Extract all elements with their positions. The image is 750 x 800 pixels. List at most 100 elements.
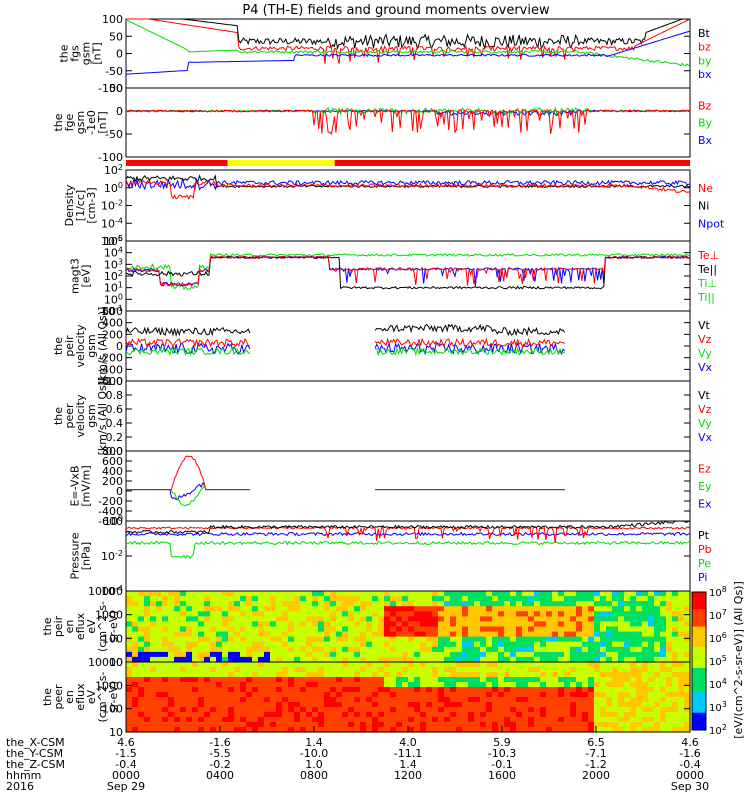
heatmap-cell xyxy=(522,656,529,663)
heatmap-cell xyxy=(312,667,319,673)
colorbar-cell xyxy=(692,716,706,721)
heatmap-cell xyxy=(534,636,541,643)
heatmap-cell xyxy=(462,621,469,628)
heatmap-cell xyxy=(612,621,619,628)
heatmap-cell xyxy=(450,717,457,723)
heatmap-cell xyxy=(186,606,193,612)
heatmap-cell xyxy=(174,631,181,638)
heatmap-cell xyxy=(318,722,325,728)
heatmap-cell xyxy=(528,611,535,617)
heatmap-cell xyxy=(558,722,565,728)
heatmap-cell xyxy=(150,606,157,612)
heatmap-cell xyxy=(336,601,343,607)
heatmap-cell xyxy=(534,611,541,617)
heatmap-cell xyxy=(504,677,511,683)
heatmap-cell xyxy=(504,682,511,688)
y-tick-label: 200 xyxy=(102,475,123,488)
heatmap-cell xyxy=(648,636,655,643)
heatmap-cell xyxy=(360,641,367,648)
heatmap-cell xyxy=(684,656,691,663)
heatmap-cell xyxy=(348,641,355,648)
heatmap-cell xyxy=(180,646,187,653)
heatmap-cell xyxy=(210,606,217,612)
heatmap-cell xyxy=(174,672,181,678)
heatmap-cell xyxy=(504,626,511,633)
heatmap-cell xyxy=(348,636,355,643)
heatmap-cell xyxy=(216,672,223,678)
heatmap-cell xyxy=(552,692,559,698)
heatmap-cell xyxy=(684,672,691,678)
heatmap-cell xyxy=(360,682,367,688)
heatmap-cell xyxy=(648,601,655,607)
colorbar-cell xyxy=(692,650,706,655)
heatmap-cell xyxy=(336,702,343,708)
heatmap-cell xyxy=(492,717,499,723)
heatmap-cell xyxy=(390,712,397,718)
heatmap-cell xyxy=(456,682,463,688)
heatmap-cell xyxy=(258,702,265,708)
heatmap-cell xyxy=(654,621,661,628)
heatmap-cell xyxy=(438,707,445,713)
heatmap-cell xyxy=(156,646,163,653)
series-density-1 xyxy=(125,177,691,191)
heatmap-cell xyxy=(138,621,145,628)
heatmap-cell xyxy=(528,662,535,668)
heatmap-cell xyxy=(246,687,253,693)
heatmap-cell xyxy=(678,631,685,638)
heatmap-cell xyxy=(540,702,547,708)
heatmap-cell xyxy=(144,646,151,653)
heatmap-cell xyxy=(288,601,295,607)
heatmap-cell xyxy=(258,626,265,633)
heatmap-cell xyxy=(156,651,163,658)
y-tick-label: 100 xyxy=(104,292,123,306)
heatmap-cell xyxy=(342,717,349,723)
heatmap-cell xyxy=(642,692,649,698)
heatmap-cell xyxy=(132,672,139,678)
heatmap-cell xyxy=(636,611,643,617)
heatmap-cell xyxy=(132,646,139,653)
heatmap-cell xyxy=(618,672,625,678)
colorbar-cell xyxy=(692,726,706,731)
heatmap-cell xyxy=(156,611,163,617)
heatmap-cell xyxy=(240,641,247,648)
heatmap-cell xyxy=(246,722,253,728)
heatmap-cell xyxy=(588,702,595,708)
heatmap-cell xyxy=(540,677,547,683)
heatmap-cell xyxy=(378,682,385,688)
heatmap-cell xyxy=(576,631,583,638)
heatmap-cell xyxy=(342,692,349,698)
heatmap-cell xyxy=(234,697,241,703)
heatmap-cell xyxy=(624,626,631,633)
heatmap-cell xyxy=(156,707,163,713)
heatmap-cell xyxy=(384,646,391,653)
heatmap-cell xyxy=(636,667,643,673)
heatmap-cell xyxy=(318,626,325,633)
heatmap-cell xyxy=(492,722,499,728)
colorbar-cell xyxy=(692,705,706,710)
heatmap-cell xyxy=(246,601,253,607)
heatmap-cell xyxy=(168,611,175,617)
heatmap-cell xyxy=(276,687,283,693)
heatmap-cell xyxy=(198,606,205,612)
heatmap-cell xyxy=(624,687,631,693)
heatmap-cell xyxy=(666,677,673,683)
heatmap-cell xyxy=(372,631,379,638)
colorbar-tick-label: 106 xyxy=(709,631,727,645)
heatmap-cell xyxy=(606,687,613,693)
heatmap-cell xyxy=(552,636,559,643)
heatmap-cell xyxy=(276,641,283,648)
heatmap-cell xyxy=(252,712,259,718)
heatmap-cell xyxy=(510,641,517,648)
heatmap-cell xyxy=(408,591,415,597)
heatmap-cell xyxy=(390,682,397,688)
heatmap-cell xyxy=(606,727,613,733)
heatmap-cell xyxy=(618,616,625,623)
heatmap-cell xyxy=(288,611,295,617)
heatmap-cell xyxy=(324,651,331,658)
heatmap-cell xyxy=(600,601,607,607)
heatmap-cell xyxy=(234,692,241,698)
heatmap-cell xyxy=(252,636,259,643)
heatmap-cell xyxy=(408,707,415,713)
heatmap-cell xyxy=(396,697,403,703)
heatmap-cell xyxy=(126,712,133,718)
